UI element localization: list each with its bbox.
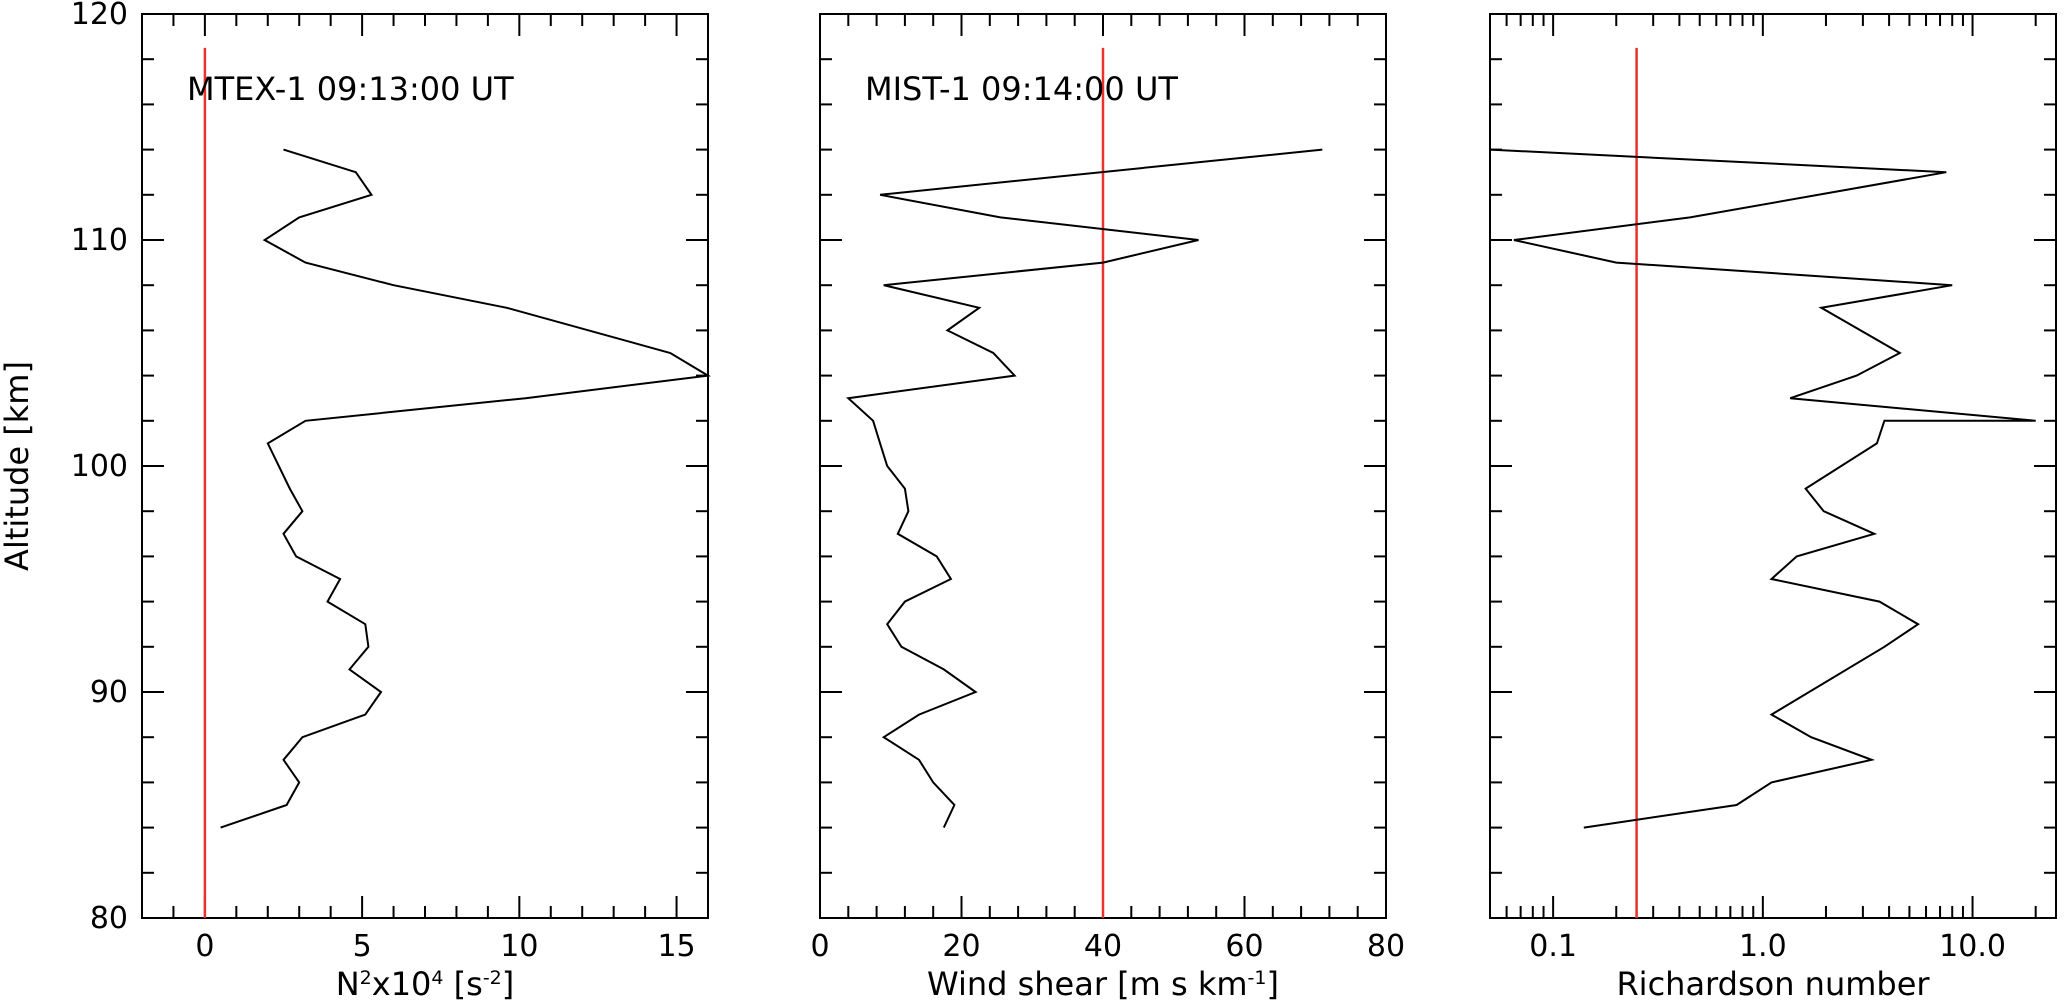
x-tick-label: 0 (195, 929, 214, 964)
x-axis-title-part: N (336, 965, 360, 1003)
y-tick-label: 110 (71, 223, 128, 258)
y-tick-label: 120 (71, 0, 128, 32)
x-tick-label: 15 (657, 929, 695, 964)
x-axis-title-superscript: 2 (360, 967, 372, 989)
x-axis-title-part: [s (444, 965, 483, 1003)
y-axis-title: Altitude [km] (0, 361, 36, 571)
series-line (846, 148, 1323, 829)
x-tick-label: 10 (500, 929, 538, 964)
x-axis-title: N2x104 [s-2] (336, 965, 515, 1003)
x-axis-title-part: Wind shear [m s km (927, 965, 1248, 1003)
x-axis-title-part: x10 (372, 965, 432, 1003)
x-axis-title-superscript: -2 (483, 967, 502, 989)
x-tick-label: 60 (1225, 929, 1263, 964)
x-axis-title-part: ] (502, 965, 514, 1003)
panel-richardson: 0.1 1.0 10.0 Richardson number (1489, 13, 2057, 1003)
x-axis-title-part: ] (1267, 965, 1279, 1003)
series-line (1489, 148, 2036, 829)
x-tick-label: 0.1 (1529, 929, 1577, 964)
panel-annotation: MTEX-1 09:13:00 UT (187, 70, 514, 108)
series-line (220, 148, 712, 829)
panel-n2: 0 5 10 15 80 90 100 110 120 Altitude [km] N2x104 [… (0, 0, 712, 1003)
y-tick-label: 80 (90, 901, 128, 936)
x-axis-title-superscript: -1 (1248, 967, 1267, 989)
x-tick-label: 40 (1084, 929, 1122, 964)
x-axis-title: Richardson number (1616, 965, 1930, 1003)
x-axis-title-superscript: 4 (431, 967, 443, 989)
panel-annotation: MIST-1 09:14:00 UT (865, 70, 1178, 108)
x-tick-label: 5 (353, 929, 372, 964)
x-tick-label: 20 (942, 929, 980, 964)
panel-wind-shear: 0 20 40 60 80 Wind shear [m s km-1] MIST-1 09:… (810, 13, 1405, 1003)
plot-frame (141, 13, 709, 919)
x-tick-label: 0 (810, 929, 829, 964)
y-tick-label: 100 (71, 449, 128, 484)
x-axis-title: Wind shear [m s km-1] (927, 965, 1279, 1003)
x-tick-label: 10.0 (1939, 929, 2006, 964)
y-tick-label: 90 (90, 675, 128, 710)
x-tick-label: 1.0 (1739, 929, 1787, 964)
x-tick-label: 80 (1367, 929, 1405, 964)
